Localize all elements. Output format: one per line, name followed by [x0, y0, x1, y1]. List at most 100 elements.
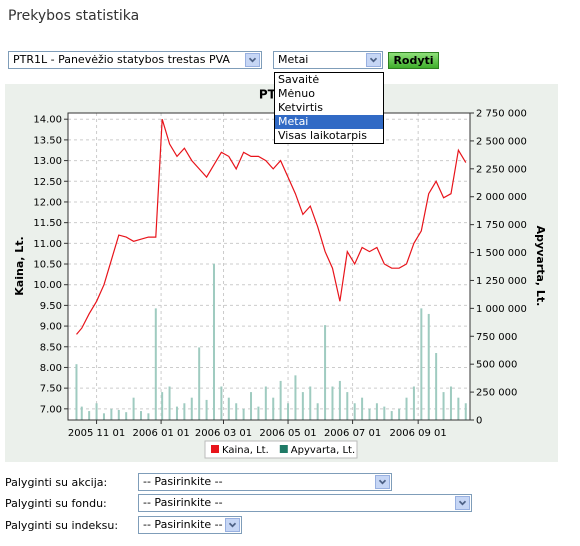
compare-label: Palyginti su akcija: — [5, 476, 108, 489]
period-dropdown-list: Savaitė Mėnuo Ketvirtis Metai Visas laikotar… — [274, 72, 384, 144]
y-tick-label: 7.00 — [40, 404, 62, 415]
plot-area — [68, 113, 470, 420]
y2-tick-label: 2 000 000 — [476, 192, 527, 203]
compare-value: -- Pasirinkite -- — [143, 496, 223, 509]
volume-bar — [235, 403, 238, 420]
y-tick-label: 10.50 — [33, 260, 62, 271]
volume-bar — [405, 397, 408, 420]
show-button[interactable]: Rodyti — [388, 52, 439, 69]
volume-bar — [257, 406, 260, 420]
y-tick-label: 9.50 — [40, 301, 62, 312]
dropdown-option[interactable]: Visas laikotarpis — [278, 129, 367, 142]
dropdown-option[interactable]: Mėnuo — [278, 87, 315, 100]
volume-bar — [110, 408, 113, 420]
volume-bar — [338, 380, 341, 420]
y2-tick-label: 0 — [476, 416, 482, 427]
volume-bar — [309, 386, 312, 420]
volume-bar — [117, 409, 120, 420]
volume-bar — [449, 386, 452, 420]
legend-swatch — [279, 445, 288, 453]
volume-bar — [212, 263, 215, 420]
volume-bar — [464, 403, 467, 420]
x-tick-label: 2006 01 01 — [132, 428, 189, 439]
volume-bar — [227, 397, 230, 420]
volume-bar — [420, 308, 423, 420]
volume-bar — [88, 411, 91, 420]
y-tick-label: 10.00 — [33, 280, 62, 291]
period-select[interactable]: Metai — [273, 51, 383, 69]
y-tick-label: 12.50 — [33, 177, 62, 188]
volume-bar — [132, 397, 135, 420]
volume-bar — [442, 392, 445, 420]
volume-bar — [435, 353, 438, 420]
y2-tick-label: 1 250 000 — [476, 276, 527, 287]
legend-label: Kaina, Lt. — [222, 445, 269, 456]
y2-tick-label: 250 000 — [476, 388, 517, 399]
chart: PTR1L Kaina, Lt. Apyvarta, Lt. 7.007.508… — [13, 88, 547, 459]
chart-panel: PTR1L Kaina, Lt. Apyvarta, Lt. 7.007.508… — [5, 84, 558, 462]
volume-bar — [125, 412, 128, 420]
volume-bar — [190, 397, 193, 420]
volume-bar — [264, 386, 267, 420]
volume-bar — [353, 403, 356, 420]
y2-tick-label: 1 500 000 — [476, 248, 527, 259]
y-tick-label: 14.00 — [33, 115, 62, 126]
volume-bar — [346, 392, 349, 420]
y2-tick-label: 500 000 — [476, 360, 517, 371]
dropdown-arrow — [455, 496, 470, 510]
y-axis-title: Kaina, Lt. — [13, 236, 26, 295]
legend-swatch — [211, 445, 219, 453]
y-tick-label: 11.50 — [33, 218, 62, 229]
volume-bar — [331, 386, 334, 420]
volume-bar — [139, 411, 142, 420]
compare-select[interactable]: -- Pasirinkite -- — [138, 494, 472, 512]
compare-label: Palyginti su indeksu: — [5, 519, 119, 532]
volume-bar — [272, 397, 275, 420]
volume-bar — [205, 399, 208, 420]
volume-bar — [375, 403, 378, 420]
y2-tick-label: 750 000 — [476, 332, 517, 343]
x-tick-label: 2006 09 01 — [390, 428, 447, 439]
volume-bar — [383, 406, 386, 420]
volume-bar — [287, 403, 290, 420]
y-tick-label: 8.50 — [40, 342, 62, 353]
compare-select[interactable]: -- Pasirinkite -- — [138, 473, 392, 491]
y-tick-label: 13.50 — [33, 135, 62, 146]
compare-label: Palyginti su fondu: — [5, 497, 107, 510]
compare-value: -- Pasirinkite -- — [143, 518, 223, 531]
volume-bar — [412, 386, 415, 420]
company-select[interactable]: PTR1L - Panevėžio statybos trestas PVA — [8, 51, 262, 69]
dropdown-option[interactable]: Ketvirtis — [278, 101, 323, 114]
volume-bar — [220, 386, 223, 420]
volume-bar — [361, 397, 364, 420]
dropdown-option[interactable]: Metai — [275, 115, 383, 129]
y-tick-label: 8.00 — [40, 363, 62, 374]
dropdown-option[interactable]: Savaitė — [278, 73, 320, 86]
x-tick-label: 2005 11 01 — [68, 428, 125, 439]
y2-tick-label: 1 000 000 — [476, 304, 527, 315]
compare-select[interactable]: -- Pasirinkite -- — [138, 516, 242, 534]
volume-bar — [161, 392, 164, 420]
volume-bar — [154, 308, 157, 420]
volume-bar — [183, 403, 186, 420]
y2-tick-label: 2 750 000 — [476, 109, 527, 120]
x-tick-label: 2006 07 01 — [324, 428, 381, 439]
dropdown-arrow — [225, 518, 240, 532]
y2-axis-title: Apyvarta, Lt. — [534, 226, 547, 307]
compare-value: -- Pasirinkite -- — [143, 475, 223, 488]
x-tick-label: 2006 03 01 — [195, 428, 252, 439]
y-tick-label: 9.00 — [40, 322, 62, 333]
volume-bar — [75, 364, 78, 420]
volume-bar — [168, 386, 171, 420]
y-tick-label: 11.00 — [33, 239, 62, 250]
y2-tick-label: 2 250 000 — [476, 164, 527, 175]
dropdown-arrow — [366, 53, 381, 67]
y-tick-label: 13.00 — [33, 156, 62, 167]
period-value: Metai — [278, 53, 309, 66]
volume-bar — [390, 411, 393, 420]
legend-label: Apyvarta, Lt. — [291, 445, 355, 456]
volume-bar — [324, 325, 327, 420]
volume-bar — [147, 413, 150, 420]
volume-bar — [398, 408, 401, 420]
